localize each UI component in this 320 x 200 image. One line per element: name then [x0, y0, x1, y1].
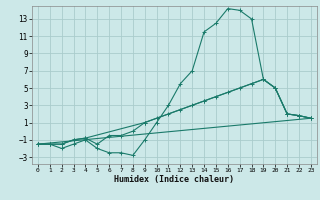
X-axis label: Humidex (Indice chaleur): Humidex (Indice chaleur): [115, 175, 234, 184]
